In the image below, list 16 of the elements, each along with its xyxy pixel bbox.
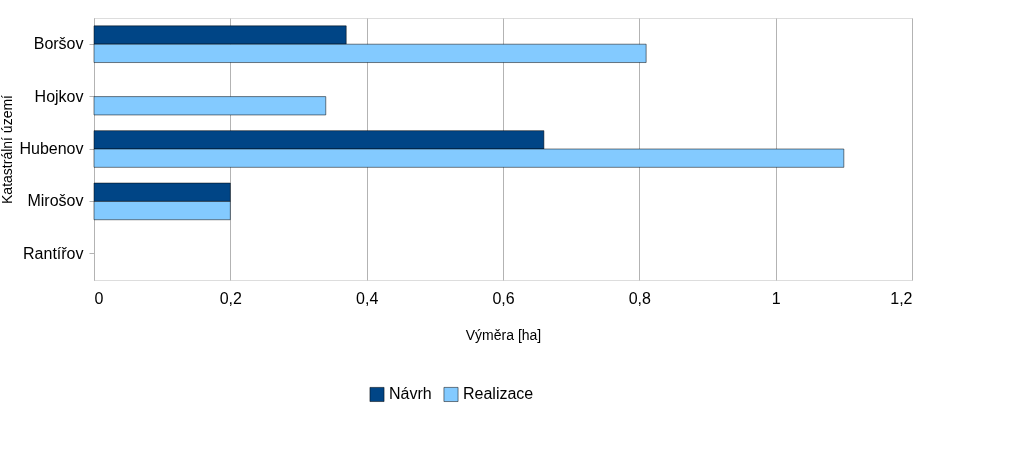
y-axis-title: Katastrální území — [0, 94, 16, 204]
x-tick-label: 1 — [771, 289, 781, 307]
x-axis-title: Výměra [ha] — [465, 326, 542, 343]
y-tick-label: Hubenov — [19, 140, 84, 157]
x-tick-label: 0 — [94, 289, 104, 307]
x-tick-label: 0,2 — [219, 289, 243, 307]
y-tick-label: Mirošov — [27, 192, 84, 210]
x-tick-label: 0,4 — [356, 289, 379, 307]
y-tick-label: Rantířov — [23, 244, 84, 262]
x-tick-label: 0,6 — [492, 289, 515, 307]
legend-label: Realizace — [463, 385, 534, 403]
y-tick-label: Hojkov — [34, 87, 84, 105]
x-tick-label: 0,8 — [628, 289, 652, 307]
y-tick-label: Boršov — [33, 35, 84, 53]
legend-label: Návrh — [389, 385, 432, 403]
x-tick-label: 1,2 — [890, 289, 913, 307]
